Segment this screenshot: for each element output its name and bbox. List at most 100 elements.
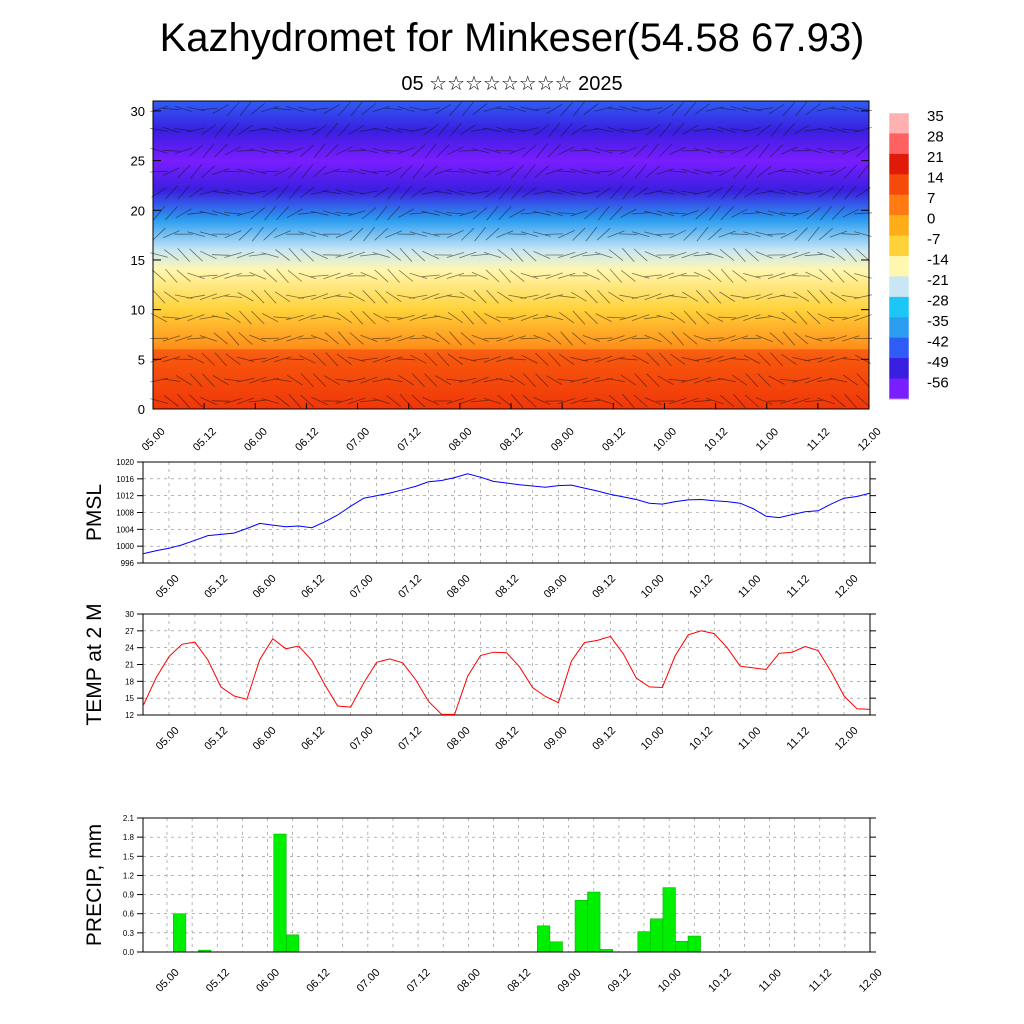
x-tick-label: 10.12 [687, 573, 715, 601]
y-tick-label: 0.6 [123, 910, 135, 919]
colorbar-segment [889, 358, 909, 379]
y-tick-label: 30 [131, 104, 145, 119]
colorbar-segment [889, 153, 909, 175]
x-tick-label: 08.00 [445, 573, 473, 601]
x-tick-label: 07.12 [396, 573, 424, 601]
precip-bar [286, 934, 300, 953]
precip-bar [549, 941, 563, 953]
x-tick-label: 10.12 [706, 967, 734, 995]
colorbar-label: 28 [927, 129, 944, 146]
y-tick-label: 20 [131, 203, 145, 218]
pmsl-series-line [142, 473, 871, 555]
y-tick-label: 0.0 [123, 948, 135, 957]
x-tick-label: 05.12 [202, 725, 230, 753]
x-tick-label: 11.12 [807, 967, 834, 994]
colorbar-segment [889, 256, 909, 277]
precip-grid [143, 817, 871, 953]
x-tick-label: 08.12 [493, 573, 521, 601]
x-tick-label: 09.12 [590, 725, 618, 753]
x-tick-label: 06.00 [242, 426, 270, 454]
y-tick-label: 25 [131, 154, 145, 169]
x-tick-label: 06.12 [299, 573, 327, 601]
x-tick-label: 08.00 [455, 967, 483, 995]
precip-bar [675, 940, 689, 953]
x-tick-label: 12.00 [833, 573, 861, 601]
y-tick-label: 18 [125, 677, 134, 686]
x-tick-label: 05.00 [140, 426, 168, 454]
x-tick-label: 08.12 [493, 725, 521, 753]
x-tick-label: 05.00 [154, 573, 182, 601]
x-tick-label: 07.00 [355, 967, 383, 995]
pmsl-frame [142, 461, 871, 564]
x-tick-label: 08.00 [445, 725, 473, 753]
x-tick-label: 06.12 [299, 725, 327, 753]
colorbar-label: -49 [927, 354, 949, 371]
y-tick-label: 996 [121, 559, 135, 568]
x-tick-label: 12.00 [833, 725, 861, 753]
temp-series-line [142, 630, 871, 715]
chart-subtitle: 05 ☆☆☆☆☆☆☆☆ 2025 [401, 73, 623, 95]
colorbar-segment [889, 113, 909, 134]
x-tick-label: 08.00 [447, 426, 475, 454]
pmsl-ylabel: PMSL [83, 484, 106, 541]
y-tick-label: 1.2 [123, 871, 135, 880]
precip-frame [142, 817, 871, 953]
colorbar-segment [889, 378, 909, 400]
x-tick-label: 10.12 [702, 426, 730, 454]
y-tick-label: 24 [125, 644, 134, 653]
colorbar-segment [889, 296, 909, 318]
x-tick-label: 06.12 [304, 967, 332, 995]
x-tick-label: 06.00 [251, 725, 279, 753]
y-tick-label: 5 [138, 352, 145, 367]
x-tick-label: 06.00 [251, 573, 279, 601]
x-tick-label: 10.00 [639, 573, 667, 601]
precip-ylabel: PRECIP, mm [83, 824, 106, 946]
colorbar-segment [889, 337, 909, 359]
precip-bar [662, 887, 676, 953]
temp-frame [142, 613, 871, 716]
colorbar-label: 14 [927, 170, 944, 187]
x-tick-label: 09.12 [606, 967, 634, 995]
y-tick-label: 27 [125, 627, 134, 636]
x-tick-label: 09.12 [590, 573, 618, 601]
colorbar-segment [889, 174, 909, 196]
colorbar-label: -56 [927, 375, 949, 392]
y-tick-label: 21 [125, 661, 134, 670]
colorbar-segment [889, 194, 909, 216]
x-tick-label: 05.12 [204, 967, 232, 995]
y-tick-label: 10 [131, 303, 145, 318]
y-tick-label: 0 [138, 402, 145, 417]
y-tick-label: 15 [125, 694, 134, 703]
x-tick-label: 11.12 [805, 426, 832, 453]
colorbar-segment [889, 235, 909, 257]
colorbar-label: -7 [927, 231, 940, 248]
x-tick-label: 08.12 [505, 967, 533, 995]
y-tick-label: 1.8 [123, 833, 135, 842]
y-tick-label: 1020 [116, 458, 134, 467]
x-tick-label: 09.00 [542, 725, 570, 753]
x-tick-label: 09.00 [549, 426, 577, 454]
x-tick-label: 11.00 [754, 426, 781, 453]
colorbar-label: -28 [927, 293, 949, 310]
temp-grid [142, 613, 871, 716]
precip-bar [273, 833, 287, 953]
colorbar-label: 0 [927, 211, 935, 228]
y-tick-label: 0.3 [123, 929, 135, 938]
x-tick-label: 07.00 [344, 426, 372, 454]
temp-ylabel: TEMP at 2 M [83, 603, 106, 725]
precip-bar [574, 900, 588, 953]
y-tick-label: 15 [131, 253, 145, 268]
colorbar-segment [889, 317, 909, 339]
colorbar-frame [888, 112, 910, 400]
y-tick-label: 1004 [116, 525, 134, 534]
colorbar-segment [889, 276, 909, 298]
colorbar-label: -14 [927, 252, 949, 269]
colorbar-segment [889, 133, 909, 155]
x-tick-label: 08.12 [498, 426, 526, 454]
x-tick-label: 10.00 [651, 426, 679, 454]
x-tick-label: 10.12 [687, 725, 715, 753]
x-tick-label: 09.00 [542, 573, 570, 601]
x-tick-label: 09.12 [600, 426, 628, 454]
x-tick-label: 11.00 [736, 725, 763, 752]
colorbar-label: 7 [927, 190, 935, 207]
